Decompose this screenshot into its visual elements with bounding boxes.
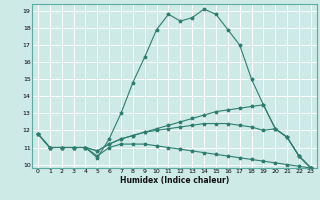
X-axis label: Humidex (Indice chaleur): Humidex (Indice chaleur)	[120, 176, 229, 185]
